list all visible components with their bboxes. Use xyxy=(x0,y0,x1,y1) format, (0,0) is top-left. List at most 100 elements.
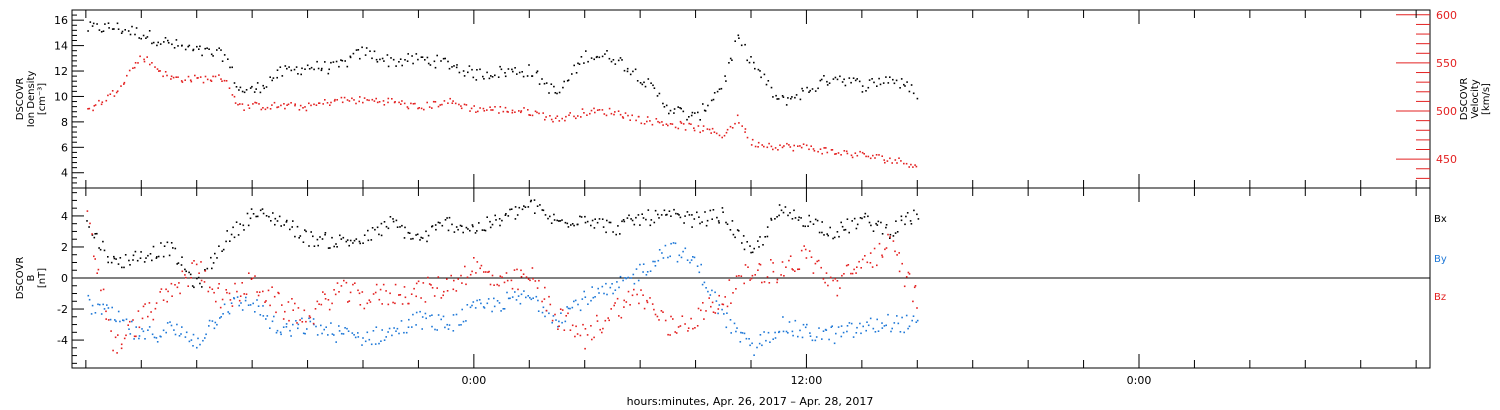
by-point xyxy=(612,292,614,295)
velocity-point xyxy=(137,62,139,64)
bx-point xyxy=(123,266,125,269)
bx-point xyxy=(499,224,501,227)
bz-point xyxy=(291,298,293,300)
by-point xyxy=(147,329,149,331)
velocity-point xyxy=(346,99,349,101)
velocity-point xyxy=(143,58,145,61)
bz-point xyxy=(288,319,290,322)
density-point xyxy=(424,59,426,61)
by-point xyxy=(583,290,585,293)
density-point xyxy=(440,60,442,62)
velocity-point xyxy=(277,106,280,108)
by-point xyxy=(821,338,823,340)
bx-point xyxy=(362,242,364,244)
bz-point xyxy=(794,270,796,272)
density-point xyxy=(444,57,446,60)
velocity-point xyxy=(577,115,579,117)
density-point xyxy=(826,80,828,83)
density-point xyxy=(134,33,136,36)
bz-point xyxy=(446,290,449,292)
bx-point xyxy=(256,215,259,218)
by-point xyxy=(527,295,529,297)
by-point xyxy=(374,343,377,345)
by-point xyxy=(840,335,843,338)
density-point xyxy=(265,86,268,88)
by-point xyxy=(804,326,807,329)
bx-point xyxy=(221,250,223,252)
by-point xyxy=(381,329,383,331)
bx-point xyxy=(859,217,862,219)
velocity-point xyxy=(558,120,561,122)
velocity-point xyxy=(134,62,137,64)
velocity-point xyxy=(757,146,759,148)
density-point xyxy=(241,90,244,93)
bx-point xyxy=(270,220,272,222)
velocity-point xyxy=(830,149,833,151)
density-point xyxy=(688,116,690,118)
velocity-point xyxy=(662,124,664,126)
density-point xyxy=(220,49,222,51)
velocity-point xyxy=(465,104,468,106)
bz-point xyxy=(213,291,215,294)
density-point xyxy=(276,69,279,71)
density-point xyxy=(531,75,534,77)
velocity-point xyxy=(304,106,306,108)
velocity-point xyxy=(594,111,596,114)
by-point xyxy=(830,326,833,328)
density-point xyxy=(116,22,119,25)
by-point xyxy=(461,308,463,311)
bz-point xyxy=(531,267,534,269)
velocity-point xyxy=(426,101,428,104)
by-point xyxy=(400,320,403,322)
bz-point xyxy=(141,317,144,320)
density-point xyxy=(545,82,548,84)
density-point xyxy=(395,65,397,67)
bx-point xyxy=(742,235,745,237)
bx-point xyxy=(212,262,215,264)
bz-point xyxy=(726,305,729,308)
by-point xyxy=(569,307,571,310)
by-point xyxy=(388,327,391,330)
bx-point xyxy=(872,230,875,232)
bx-point xyxy=(233,236,236,239)
density-point xyxy=(724,75,726,77)
by-point xyxy=(173,329,175,331)
by-point xyxy=(383,339,386,341)
density-point xyxy=(500,68,503,71)
by-point xyxy=(346,327,348,330)
density-point xyxy=(677,106,679,108)
velocity-point xyxy=(431,107,433,109)
velocity-point xyxy=(603,113,606,115)
bz-point xyxy=(369,301,372,303)
bx-point xyxy=(415,234,417,236)
bz-point xyxy=(738,275,740,277)
by-point xyxy=(398,332,400,335)
by-point xyxy=(872,327,875,330)
bz-point xyxy=(554,313,556,316)
bz-point xyxy=(798,268,801,270)
velocity-point xyxy=(418,107,420,109)
velocity-point xyxy=(881,155,883,157)
velocity-point xyxy=(177,76,179,78)
bz-point xyxy=(415,282,418,285)
bx-point xyxy=(787,214,789,217)
velocity-point xyxy=(184,79,186,81)
bz-point xyxy=(829,276,832,279)
density-point xyxy=(253,91,256,93)
density-point xyxy=(629,73,632,76)
by-point xyxy=(447,328,450,330)
by-point xyxy=(714,291,716,294)
density-point xyxy=(91,25,94,27)
by-point xyxy=(323,328,325,331)
density-point xyxy=(573,64,575,67)
by-point xyxy=(313,323,315,326)
bz-point xyxy=(281,304,283,306)
density-point xyxy=(497,76,500,78)
bz-point xyxy=(907,271,910,274)
bx-point xyxy=(880,221,882,224)
velocity-point xyxy=(619,113,622,116)
bx-point xyxy=(668,210,671,212)
bz-point xyxy=(864,255,866,257)
velocity-point xyxy=(403,102,406,105)
velocity-point xyxy=(162,75,164,78)
